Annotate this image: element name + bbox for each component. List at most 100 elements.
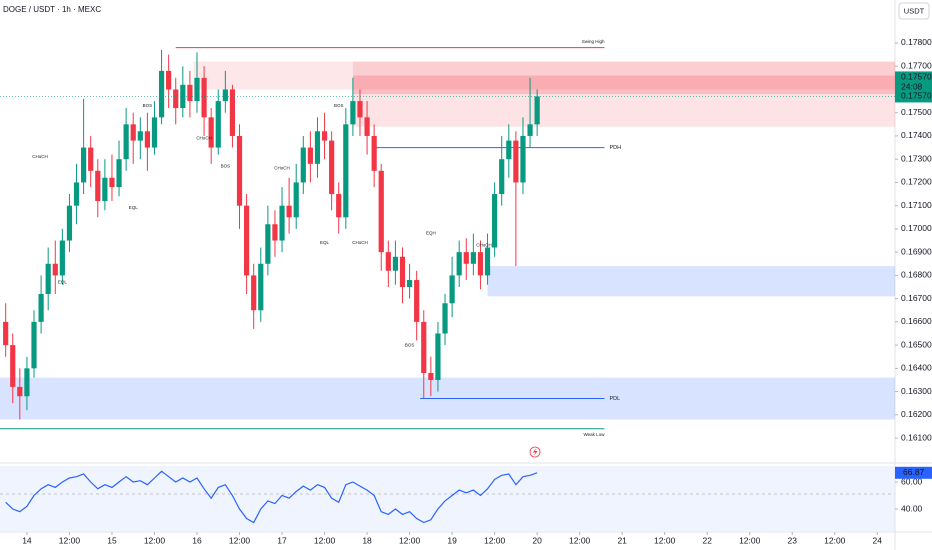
- candle-body: [293, 182, 299, 218]
- candle-body: [520, 135, 526, 183]
- candle-body: [449, 275, 455, 304]
- x-tick-label: 12:00: [144, 535, 166, 545]
- candle-body: [314, 131, 321, 164]
- annotation: CHoCH: [274, 166, 290, 171]
- candle-body: [158, 70, 165, 118]
- x-tick-label: 24: [873, 535, 883, 545]
- candle-body: [506, 140, 512, 160]
- y-tick-label: 0.17100: [901, 200, 932, 210]
- zone: [193, 61, 895, 90]
- x-tick-label: 12:00: [739, 535, 761, 545]
- candle-body: [463, 252, 469, 264]
- candle-body: [116, 159, 122, 188]
- y-tick-label: 0.16100: [901, 432, 932, 442]
- alert-bolt[interactable]: [533, 448, 538, 456]
- y-tick-label: 0.16600: [901, 316, 932, 326]
- annotation: BOS: [221, 163, 231, 168]
- annotation: EQL: [129, 205, 139, 210]
- candle-body: [534, 96, 540, 125]
- candle-body: [329, 140, 335, 195]
- candle-body: [477, 252, 484, 276]
- countdown: 24:08: [901, 82, 923, 92]
- y-tick-label: 0.16700: [901, 293, 932, 303]
- y-tick-label: 0.17000: [901, 223, 932, 233]
- y-tick-label: 0.16300: [901, 386, 932, 396]
- rsi-line: [5, 470, 538, 524]
- candle-body: [371, 135, 377, 171]
- x-tick-label: 17: [277, 535, 287, 545]
- candle-body: [187, 84, 193, 102]
- x-tick-label: 20: [532, 535, 542, 545]
- x-tick-label: 23: [788, 535, 798, 545]
- level-label: PDL: [609, 396, 620, 402]
- y-tick-label: 0.17200: [901, 177, 932, 187]
- candle-body: [385, 252, 391, 271]
- x-tick-label: 16: [192, 535, 202, 545]
- last-price-box: [895, 71, 932, 103]
- zone: [487, 266, 895, 297]
- x-tick-label: 12:00: [399, 535, 421, 545]
- candle-body: [31, 321, 37, 369]
- y-tick-label: 0.17500: [901, 107, 932, 117]
- candle-body: [151, 117, 158, 148]
- annotation: EQH: [426, 231, 436, 236]
- candle-body: [59, 240, 65, 276]
- candle-body: [513, 140, 519, 183]
- candle-body: [251, 275, 257, 311]
- y-tick-label: 0.17800: [901, 37, 932, 47]
- x-tick-label: 19: [447, 535, 457, 545]
- candle-body: [201, 77, 207, 118]
- candle-body: [378, 170, 384, 253]
- candle-body: [52, 263, 58, 276]
- x-tick-label: 12:00: [824, 535, 846, 545]
- candle-body: [3, 321, 9, 346]
- candle-body: [123, 124, 129, 160]
- candle-body: [73, 182, 80, 206]
- candle-body: [95, 170, 101, 202]
- annotation: EQL: [320, 240, 330, 245]
- candle-body: [484, 247, 491, 276]
- candle-body: [406, 280, 413, 288]
- candle-body: [10, 345, 16, 387]
- last-price-label: 0.17570: [901, 72, 932, 82]
- candle-body: [66, 205, 73, 241]
- x-tick-label: 14: [22, 535, 32, 545]
- zone: [352, 75, 896, 95]
- candle-body: [180, 84, 186, 109]
- candle-body: [492, 194, 498, 248]
- candle-body: [222, 89, 228, 102]
- currency-box[interactable]: [898, 2, 930, 20]
- candle-body: [300, 147, 306, 183]
- candle-body: [258, 263, 264, 311]
- y-tick-label: 0.16400: [901, 363, 932, 373]
- x-tick-label: 22: [702, 535, 712, 545]
- x-tick-label: 12:00: [314, 535, 336, 545]
- rsi-tick-label: 60.00: [901, 476, 923, 486]
- candle-body: [208, 117, 214, 148]
- y-tick-label: 0.17300: [901, 153, 932, 163]
- candle-body: [109, 177, 115, 188]
- candle-body: [364, 117, 370, 136]
- candle-body: [144, 131, 150, 148]
- x-tick-label: 21: [617, 535, 627, 545]
- candle-body: [229, 89, 236, 136]
- y-tick-label: 0.17700: [901, 60, 932, 70]
- rsi-tick-label: 40.00: [901, 503, 923, 513]
- x-tick-label: 12:00: [59, 535, 81, 545]
- chart-title: DOGE / USDT · 1h · MEXC: [3, 5, 101, 14]
- candle-body: [435, 333, 441, 380]
- x-tick-label: 12:00: [569, 535, 591, 545]
- candle-body: [81, 147, 87, 183]
- last-price-label: 0.17570: [901, 91, 932, 101]
- candle-body: [236, 135, 243, 206]
- candle-body: [399, 256, 406, 288]
- candle-body: [307, 147, 313, 164]
- candle-body: [45, 263, 51, 294]
- annotation: CHoCH: [196, 135, 212, 140]
- candle-body: [392, 256, 399, 271]
- annotation: BOS: [143, 103, 153, 108]
- annotation: EQL: [58, 280, 68, 285]
- currency[interactable]: USDT: [904, 6, 925, 15]
- candle-body: [499, 159, 505, 195]
- candle-body: [357, 101, 363, 118]
